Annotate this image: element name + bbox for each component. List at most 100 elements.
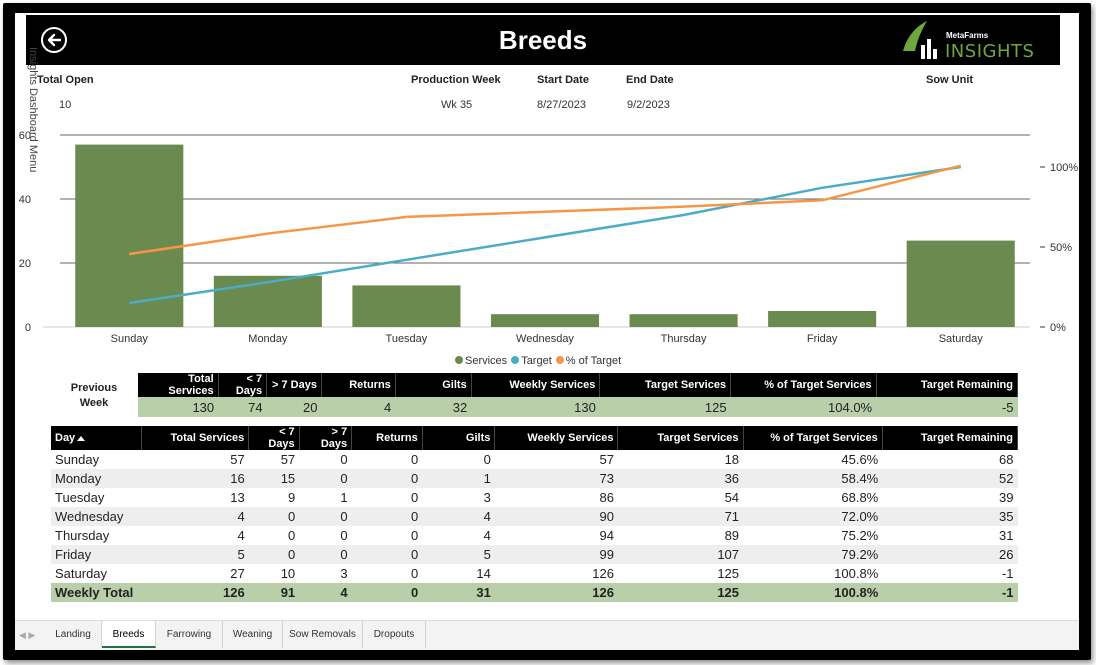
prev-col-header[interactable]: Total Services bbox=[138, 373, 219, 397]
day-cell: Tuesday bbox=[55, 490, 105, 505]
kpi-end-date-label: End Date bbox=[626, 74, 674, 86]
table-row: Tuesday 13 9 1 0 3 86 54 68.8% 39 bbox=[51, 488, 1018, 507]
kpi-end-date-value: 9/2/2023 bbox=[627, 99, 670, 111]
daily-col-header[interactable]: % of Target Services bbox=[743, 426, 883, 450]
daily-col-header[interactable]: Weekly Services bbox=[494, 426, 619, 450]
value-cell: 0 bbox=[483, 452, 491, 467]
prev-cell: 20 bbox=[266, 397, 322, 417]
header-bar: Breeds MetaFarms INSIGHTS bbox=[26, 15, 1060, 65]
legend-pct-target-label: % of Target bbox=[565, 355, 622, 367]
window-frame: Breeds MetaFarms INSIGHTS Insights Dashb… bbox=[3, 3, 1091, 660]
value-cell: 52 bbox=[882, 469, 1018, 488]
x-tick-label: Tuesday bbox=[386, 333, 428, 345]
legend-services-swatch bbox=[455, 356, 463, 364]
sort-ascending-icon[interactable] bbox=[77, 436, 86, 441]
legend-item-pct-target[interactable]: % of Target bbox=[555, 355, 622, 367]
value-cell: 1 bbox=[340, 490, 348, 505]
tab-sow-removals[interactable]: Sow Removals bbox=[283, 621, 363, 648]
tab-weaning[interactable]: Weaning bbox=[223, 621, 283, 648]
tab-dropouts[interactable]: Dropouts bbox=[363, 621, 426, 648]
previous-week-label: Previous Week bbox=[70, 382, 118, 409]
value-cell: 57 bbox=[280, 452, 296, 467]
value-cell: 75.2% bbox=[841, 528, 879, 543]
kpi-start-date-value: 8/27/2023 bbox=[537, 99, 586, 111]
daily-col-header[interactable]: < 7 Days bbox=[248, 426, 300, 450]
prev-col-header[interactable]: Target Services bbox=[599, 373, 732, 397]
value-cell: 126 bbox=[592, 566, 614, 581]
services-chart: 0 20 40 60 0% 50% 100% Sunday Monday Tuesday Wedne… bbox=[19, 130, 1079, 345]
metafarms-insights-logo: MetaFarms INSIGHTS bbox=[899, 19, 1059, 63]
daily-col-header[interactable]: Gilts bbox=[422, 426, 496, 450]
value-cell: 94 bbox=[599, 528, 614, 543]
value-cell: -1 bbox=[1001, 566, 1014, 581]
bar-services-saturday bbox=[906, 240, 1015, 327]
y-left-tick-label: 40 bbox=[19, 194, 31, 206]
value-cell: 90 bbox=[494, 507, 618, 526]
value-cell: 91 bbox=[248, 583, 300, 602]
daily-col-header[interactable]: > 7 Days bbox=[299, 426, 353, 450]
value-cell: 26 bbox=[882, 545, 1018, 564]
prev-col-header[interactable]: Weekly Services bbox=[471, 373, 601, 397]
value-cell: 57 bbox=[230, 452, 245, 467]
kpi-total-open-label: Total Open bbox=[37, 74, 94, 86]
y-left-tick-label: 0 bbox=[25, 322, 31, 334]
bar-services-tuesday bbox=[352, 285, 461, 327]
value-cell: 89 bbox=[724, 528, 740, 543]
tab-farrowing[interactable]: Farrowing bbox=[156, 621, 223, 648]
legend-target-label: Target bbox=[521, 355, 552, 367]
value-cell: 107 bbox=[617, 545, 744, 564]
kpi-production-week-label: Production Week bbox=[411, 74, 501, 86]
day-cell: Saturday bbox=[55, 566, 108, 581]
kpi-sow-unit-label: Sow Unit bbox=[926, 74, 974, 86]
prev-col-header[interactable]: < 7 Days bbox=[218, 373, 268, 397]
prev-cell: 32 bbox=[395, 397, 472, 417]
prev-col-header[interactable]: Target Remaining bbox=[876, 373, 1019, 397]
back-button[interactable] bbox=[41, 27, 67, 53]
value-cell: 3 bbox=[340, 566, 348, 581]
value-cell: 18 bbox=[724, 452, 740, 467]
day-col-header-label: Day bbox=[55, 432, 76, 444]
daily-col-header[interactable]: Target Services bbox=[617, 426, 744, 450]
tab-landing[interactable]: Landing bbox=[45, 621, 102, 648]
daily-col-header[interactable]: Target Remaining bbox=[882, 426, 1019, 450]
logo-big-text: INSIGHTS bbox=[945, 41, 1035, 62]
value-cell: 99 bbox=[494, 545, 618, 564]
day-cell: Weekly Total bbox=[51, 583, 142, 602]
value-cell: 0 bbox=[248, 507, 300, 526]
table-row: Wednesday 4 0 0 0 4 90 71 72.0% 35 bbox=[51, 507, 1018, 526]
value-cell: 0 bbox=[287, 528, 296, 543]
day-cell: Sunday bbox=[55, 452, 100, 467]
y-right-tick-label: 0% bbox=[1050, 322, 1066, 334]
value-cell: 126 bbox=[141, 583, 249, 602]
table-row: 130 74 20 4 32 130 125 104.0% -5 bbox=[138, 397, 1018, 417]
legend-item-services[interactable]: Services bbox=[455, 355, 507, 367]
value-cell: 4 bbox=[299, 583, 352, 602]
value-cell: 71 bbox=[617, 507, 744, 526]
legend-services-label: Services bbox=[465, 355, 508, 367]
prev-col-header[interactable]: % of Target Services bbox=[730, 373, 877, 397]
y-right-tick-label: 100% bbox=[1050, 162, 1078, 174]
value-cell: 68 bbox=[999, 452, 1014, 467]
value-cell: 0 bbox=[299, 507, 352, 526]
prev-cell: 74 bbox=[218, 397, 267, 417]
value-cell: 72.0% bbox=[743, 507, 883, 526]
prev-col-header[interactable]: Gilts bbox=[395, 373, 472, 397]
bar-services-monday bbox=[213, 275, 322, 327]
value-cell: 125 bbox=[717, 566, 740, 581]
legend-item-target[interactable]: Target bbox=[511, 355, 552, 367]
value-cell: 4 bbox=[141, 507, 249, 526]
daily-col-header[interactable]: Returns bbox=[351, 426, 423, 450]
tab-scroll-arrows-icon[interactable]: ◀ ▶ bbox=[19, 630, 36, 640]
page-title: Breeds bbox=[498, 25, 588, 55]
tab-breeds[interactable]: Breeds bbox=[102, 621, 156, 648]
table-row: Friday 5 0 0 0 5 99 107 79.2% 26 bbox=[51, 545, 1018, 564]
prev-col-header[interactable]: Returns bbox=[321, 373, 396, 397]
day-col-header[interactable]: Day bbox=[51, 426, 143, 450]
prev-col-header[interactable]: > 7 Days bbox=[266, 373, 322, 397]
y-left-tick-label: 60 bbox=[19, 130, 31, 142]
value-cell: 3 bbox=[483, 490, 491, 505]
prev-cell: 125 bbox=[599, 397, 731, 417]
daily-col-header[interactable]: Total Services bbox=[141, 426, 250, 450]
prev-cell: 104.0% bbox=[730, 397, 877, 417]
value-cell: 100.8% bbox=[743, 583, 883, 602]
